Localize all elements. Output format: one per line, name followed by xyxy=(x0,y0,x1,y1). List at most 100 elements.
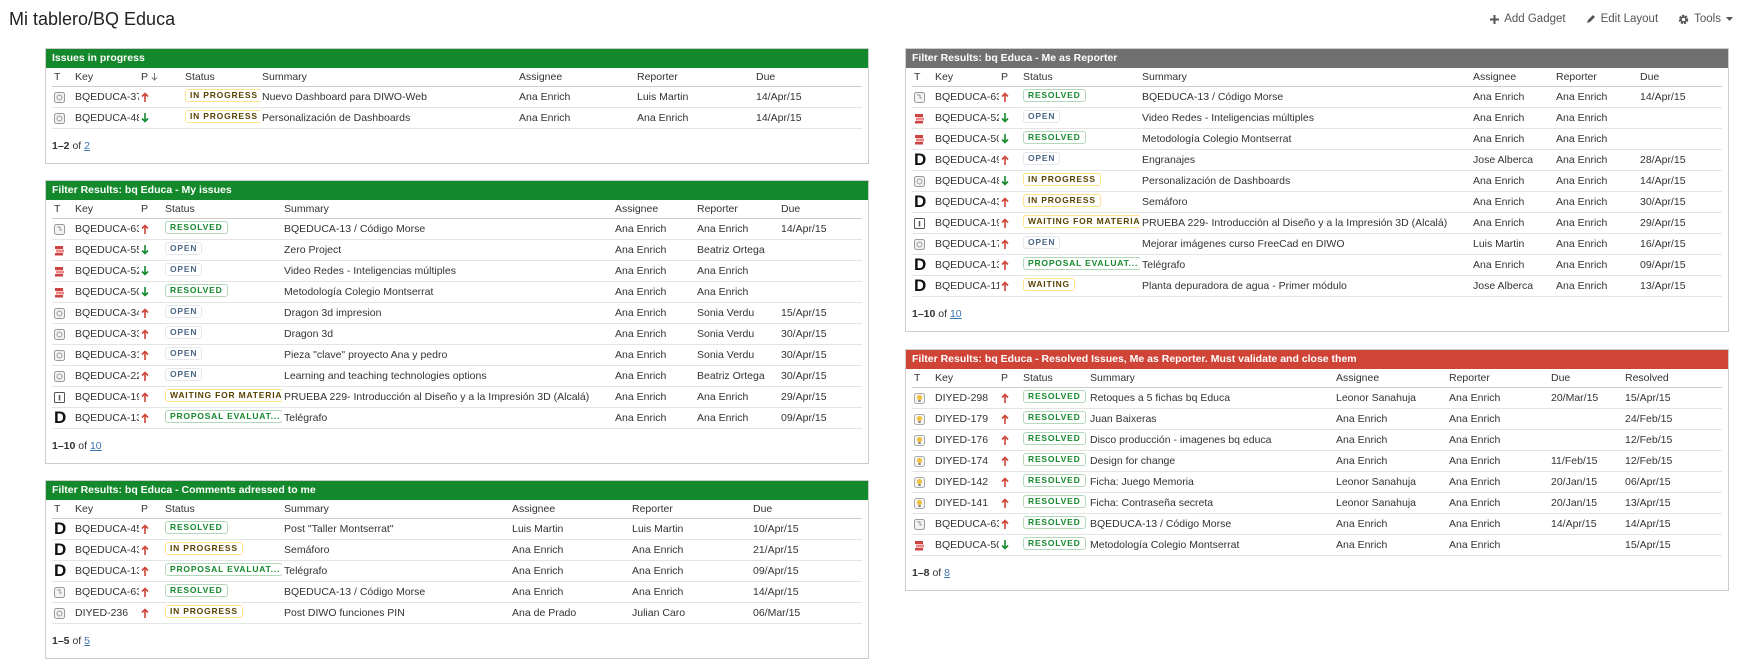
issue-key-link[interactable]: BQEDUCA-43 xyxy=(75,544,139,556)
cell xyxy=(912,513,933,535)
gadget-title: Issues in progress xyxy=(46,49,868,68)
issue-summary-link[interactable]: Telégrafo xyxy=(284,412,328,424)
issue-key-link[interactable]: BQEDUCA-50 xyxy=(935,133,999,145)
column-header-label: Summary xyxy=(1142,71,1187,83)
issue-key-link[interactable]: BQEDUCA-50 xyxy=(75,286,139,298)
issue-row: BQEDUCA-31 OPEN Pieza "clave" proyecto Ana… xyxy=(52,344,862,366)
issue-key-link[interactable]: DIYED-179 xyxy=(935,413,989,425)
result-total-link[interactable]: 10 xyxy=(89,440,102,452)
reporter-text: Ana Enrich xyxy=(1556,217,1608,229)
issue-summary-link[interactable]: BQEDUCA-13 / Código Morse xyxy=(1090,518,1232,530)
issue-summary-link[interactable]: PRUEBA 229- Introducción al Diseño y a l… xyxy=(284,391,590,403)
result-total-link[interactable]: 5 xyxy=(84,635,90,647)
issue-summary-link[interactable]: BQEDUCA-13 / Código Morse xyxy=(284,223,426,235)
cell: Ana Enrich xyxy=(1471,254,1554,276)
issue-summary-link[interactable]: Dragon 3d xyxy=(284,328,334,340)
issue-summary-link[interactable]: Post "Taller Montserrat" xyxy=(284,523,394,535)
issue-summary-link[interactable]: Metodología Colegio Montserrat xyxy=(1142,133,1292,145)
cell xyxy=(999,212,1021,234)
issue-summary-link[interactable]: Ficha: Juego Memoria xyxy=(1090,476,1194,488)
issue-key-link[interactable]: BQEDUCA-63 xyxy=(935,518,999,530)
cell xyxy=(139,386,163,408)
issue-key-link[interactable]: DIYED-142 xyxy=(935,476,989,488)
issue-key-link[interactable]: BQEDUCA-34 xyxy=(75,307,139,319)
issue-key-link[interactable]: BQEDUCA-49 xyxy=(935,154,999,166)
issue-summary-link[interactable]: Pieza "clave" proyecto Ana y pedro xyxy=(284,349,448,361)
status-lozenge: RESOLVED xyxy=(1023,390,1086,403)
issue-key-link[interactable]: BQEDUCA-45 xyxy=(75,523,139,535)
issue-key-link[interactable]: BQEDUCA-63 xyxy=(75,223,139,235)
column-header: Due xyxy=(1638,68,1722,87)
issue-summary-link[interactable]: Mejorar imágenes curso FreeCad en DIWO xyxy=(1142,238,1345,250)
issue-key-link[interactable]: DIYED-174 xyxy=(935,455,989,467)
issue-key-link[interactable]: BQEDUCA-48 xyxy=(935,175,999,187)
cell: Dragon 3d xyxy=(282,323,613,345)
issue-key-link[interactable]: DIYED-298 xyxy=(935,392,989,404)
issue-key-link[interactable]: DIYED-176 xyxy=(935,434,989,446)
issue-summary-link[interactable]: Semáforo xyxy=(284,544,330,556)
cell: Leonor Sanahuja xyxy=(1334,492,1447,514)
issue-key-link[interactable]: BQEDUCA-43 xyxy=(935,196,999,208)
priority-icon xyxy=(141,329,149,340)
issue-summary-link[interactable]: Personalización de Dashboards xyxy=(262,112,411,124)
issue-key-link[interactable]: BQEDUCA-13 xyxy=(75,565,139,577)
issue-summary-link[interactable]: BQEDUCA-13 / Código Morse xyxy=(1142,91,1284,103)
issue-key-link[interactable]: BQEDUCA-52 xyxy=(935,112,999,124)
issue-summary-link[interactable]: PRUEBA 229- Introducción al Diseño y a l… xyxy=(1142,217,1448,229)
issue-summary-link[interactable]: Metodología Colegio Montserrat xyxy=(1090,539,1240,551)
edit-layout-button[interactable]: Edit Layout xyxy=(1586,13,1658,25)
issue-summary-link[interactable]: Learning and teaching technologies optio… xyxy=(284,370,487,382)
issue-summary-link[interactable]: Dragon 3d impresion xyxy=(284,307,382,319)
issue-summary-link[interactable]: Personalización de Dashboards xyxy=(1142,175,1291,187)
issue-key-link[interactable]: BQEDUCA-11 xyxy=(935,280,999,292)
issue-key-link[interactable]: BQEDUCA-17 xyxy=(935,238,999,250)
issue-key-link[interactable]: BQEDUCA-48 xyxy=(75,112,139,124)
cell xyxy=(52,323,73,345)
issue-key-link[interactable]: BQEDUCA-33 xyxy=(75,328,139,340)
assignee-text: Luis Martin xyxy=(512,523,564,535)
priority-icon xyxy=(1001,134,1009,144)
assignee-text: Ana Enrich xyxy=(519,112,571,124)
issue-key-link[interactable]: BQEDUCA-55 xyxy=(75,244,139,256)
issue-summary-link[interactable]: Engranajes xyxy=(1142,154,1196,166)
issue-summary-link[interactable]: Disco producción - imagenes bq educa xyxy=(1090,434,1272,446)
issue-key-link[interactable]: BQEDUCA-31 xyxy=(75,349,139,361)
issue-key-link[interactable]: BQEDUCA-63 xyxy=(75,586,139,598)
column-header-label: Reporter xyxy=(697,203,738,215)
issue-summary-link[interactable]: Design for change xyxy=(1090,455,1176,467)
issue-key-link[interactable]: DIYED-141 xyxy=(935,497,989,509)
issue-summary-link[interactable]: Ficha: Contraseña secreta xyxy=(1090,497,1214,509)
issue-summary-link[interactable]: Post DIWO funciones PIN xyxy=(284,607,405,619)
issue-type-icon xyxy=(915,540,924,551)
issue-summary-link[interactable]: Planta depuradora de agua - Primer módul… xyxy=(1142,280,1347,292)
issue-summary-link[interactable]: Zero Project xyxy=(284,244,342,256)
issue-summary-link[interactable]: Telégrafo xyxy=(284,565,328,577)
issue-key-link[interactable]: BQEDUCA-19 xyxy=(935,217,999,229)
issue-summary-link[interactable]: Retoques a 5 fichas bq Educa xyxy=(1090,392,1231,404)
result-total-link[interactable]: 8 xyxy=(944,567,950,579)
issue-key-link[interactable]: DIYED-236 xyxy=(75,607,129,619)
issue-summary-link[interactable]: Telégrafo xyxy=(1142,259,1186,271)
issue-key-link[interactable]: BQEDUCA-22 xyxy=(75,370,139,382)
column-header-label: Status xyxy=(185,71,215,83)
cell: PROPOSAL EVALUAT... xyxy=(1021,254,1140,276)
issue-summary-link[interactable]: Video Redes - Inteligencias múltiples xyxy=(284,265,456,277)
issue-key-link[interactable]: BQEDUCA-13 xyxy=(75,412,139,424)
issue-key-link[interactable]: BQEDUCA-13 xyxy=(935,259,999,271)
issue-key-link[interactable]: BQEDUCA-37 xyxy=(75,91,139,103)
issue-summary-link[interactable]: BQEDUCA-13 / Código Morse xyxy=(284,586,426,598)
issue-summary-link[interactable]: Video Redes - Inteligencias múltiples xyxy=(1142,112,1314,124)
due-text: 30/Apr/15 xyxy=(781,370,827,382)
issue-key-link[interactable]: BQEDUCA-50 xyxy=(935,539,999,551)
issue-summary-link[interactable]: Nuevo Dashboard para DIWO-Web xyxy=(262,91,427,103)
result-total-link[interactable]: 10 xyxy=(949,308,962,320)
issue-summary-link[interactable]: Semáforo xyxy=(1142,196,1188,208)
issue-summary-link[interactable]: Juan Baixeras xyxy=(1090,413,1157,425)
issue-key-link[interactable]: BQEDUCA-63 xyxy=(935,91,999,103)
add-gadget-button[interactable]: Add Gadget xyxy=(1490,13,1566,25)
tools-button[interactable]: Tools xyxy=(1678,13,1733,25)
issue-key-link[interactable]: BQEDUCA-19 xyxy=(75,391,139,403)
issue-summary-link[interactable]: Metodología Colegio Montserrat xyxy=(284,286,434,298)
result-total-link[interactable]: 2 xyxy=(84,140,90,152)
issue-key-link[interactable]: BQEDUCA-52 xyxy=(75,265,139,277)
